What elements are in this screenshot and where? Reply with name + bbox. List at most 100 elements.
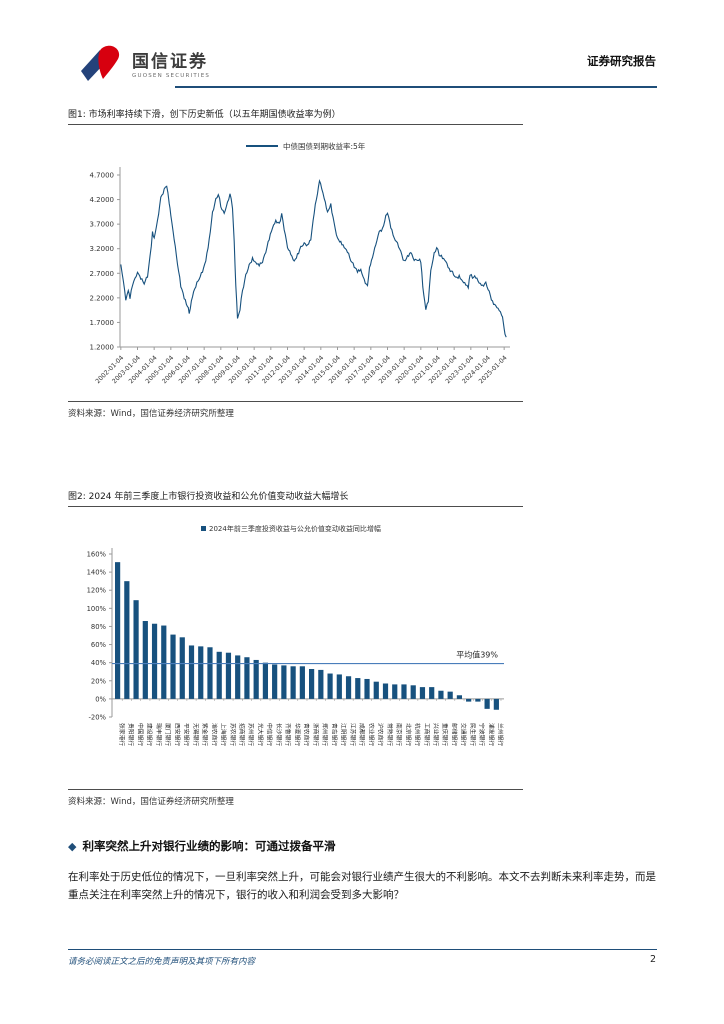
svg-text:张家港行: 张家港行 (118, 723, 126, 746)
average-label: 平均值39% (456, 650, 498, 660)
svg-text:中信银行: 中信银行 (266, 723, 274, 746)
bar (438, 690, 444, 699)
svg-text:杭州银行: 杭州银行 (414, 723, 422, 746)
svg-text:3.2000: 3.2000 (90, 245, 115, 253)
svg-text:3.7000: 3.7000 (90, 221, 115, 229)
bar (355, 678, 361, 699)
footer-disclaimer: 请务必阅读正文之后的免责声明及其项下所有内容 (68, 957, 256, 967)
bar (410, 685, 416, 699)
bar (484, 698, 490, 709)
svg-text:北京银行: 北京银行 (404, 723, 412, 746)
svg-text:渝农商行: 渝农商行 (210, 723, 218, 746)
bar (419, 687, 426, 699)
svg-text:郑州银行: 郑州银行 (321, 723, 329, 746)
svg-text:建设银行: 建设银行 (146, 723, 154, 746)
svg-text:农业银行: 农业银行 (367, 723, 375, 746)
bar (207, 647, 213, 699)
svg-text:80%: 80% (91, 623, 107, 631)
footer-rule (68, 949, 657, 950)
figure1-source: 资料来源：Wind，国信证券经济研究所整理 (68, 401, 523, 419)
bar (401, 684, 407, 699)
svg-text:华夏银行: 华夏银行 (293, 723, 301, 746)
page-number: 2 (649, 954, 656, 965)
svg-text:长沙银行: 长沙银行 (275, 723, 283, 746)
bar (142, 621, 148, 699)
svg-text:西安银行: 西安银行 (173, 723, 181, 746)
bar-chart-bank-income: 2024年前三季度投资收益与公允价值变动收益同比增幅 160% 140% 120% 10… (87, 524, 505, 746)
svg-text:厦门银行: 厦门银行 (164, 723, 172, 746)
bar (290, 666, 296, 699)
bar (170, 634, 176, 699)
svg-text:140%: 140% (87, 569, 107, 577)
series-line (120, 178, 507, 338)
bar (161, 625, 167, 699)
svg-text:浙商银行: 浙商银行 (312, 723, 320, 746)
bar (235, 655, 241, 699)
bar (225, 652, 232, 699)
svg-text:60%: 60% (91, 641, 107, 649)
svg-text:常熟银行: 常熟银行 (386, 723, 394, 746)
bar (133, 600, 139, 699)
bar (272, 664, 278, 699)
svg-text:100%: 100% (87, 605, 107, 613)
legend: 中债国债到期收益率:5年 (246, 141, 366, 151)
svg-text:兰州银行: 兰州银行 (497, 723, 505, 746)
bar (382, 683, 389, 699)
bar (456, 695, 463, 699)
svg-text:中国银行: 中国银行 (136, 723, 144, 746)
svg-text:青岛银行: 青岛银行 (330, 723, 338, 746)
bar (262, 662, 269, 699)
svg-text:青农商行: 青农商行 (303, 723, 311, 746)
figure2-caption: 图2: 2024 年前三季度上市银行投资收益和公允价值变动收益大幅增长 (68, 489, 523, 507)
svg-text:紫金银行: 紫金银行 (201, 723, 209, 746)
svg-text:成都银行: 成都银行 (358, 723, 366, 746)
bar (336, 674, 342, 699)
bar (299, 666, 305, 699)
svg-text:上海银行: 上海银行 (220, 723, 228, 746)
bar (493, 698, 499, 710)
svg-text:民生银行: 民生银行 (469, 723, 477, 746)
svg-text:2024年前三季度投资收益与公允价值变动收益同比增幅: 2024年前三季度投资收益与公允价值变动收益同比增幅 (209, 524, 381, 533)
section-heading-text: 利率突然上升对银行业绩的影响：可通过拨备平滑 (82, 839, 336, 853)
bar (309, 669, 315, 699)
legend: 2024年前三季度投资收益与公允价值变动收益同比增幅 (201, 524, 381, 533)
body-paragraph: 在利率处于历史低位的情况下，一旦利率突然上升，可能会对银行业绩产生很大的不利影响… (68, 871, 656, 902)
bar (281, 665, 287, 699)
bar (429, 687, 435, 699)
bar (188, 645, 195, 699)
bar (364, 678, 370, 699)
svg-text:1.7000: 1.7000 (90, 319, 115, 327)
svg-text:江苏银行: 江苏银行 (349, 723, 357, 746)
bar (244, 657, 250, 699)
bar (124, 581, 130, 699)
company-logo: 国信证券 GUOSEN SECURITIES (78, 44, 210, 88)
svg-text:宁波银行: 宁波银行 (478, 723, 486, 746)
svg-text:平安银行: 平安银行 (183, 723, 191, 746)
svg-text:0%: 0% (95, 695, 106, 703)
bar (151, 623, 158, 699)
svg-text:20%: 20% (91, 677, 107, 685)
svg-text:160%: 160% (87, 551, 107, 559)
bar (373, 681, 379, 699)
svg-text:兴业银行: 兴业银行 (432, 723, 440, 746)
bar (179, 637, 185, 699)
svg-text:邮储银行: 邮储银行 (450, 723, 458, 746)
logo-cn-text: 国信证券 (132, 51, 208, 72)
svg-text:贵阳银行: 贵阳银行 (127, 723, 135, 746)
svg-text:2.2000: 2.2000 (90, 294, 115, 302)
svg-text:无锡银行: 无锡银行 (192, 723, 200, 746)
svg-text:工商银行: 工商银行 (423, 723, 431, 746)
svg-text:中债国债到期收益率:5年: 中债国债到期收益率:5年 (283, 141, 366, 151)
diamond-bullet-icon: ◆ (68, 840, 77, 853)
bar (466, 698, 472, 702)
report-type-label: 证券研究报告 (587, 54, 656, 68)
svg-text:招商银行: 招商银行 (238, 723, 246, 746)
category-labels: 张家港行 贵阳银行 中国银行 建设银行 瑞丰银行 厦门银行 西安银行 平安银行 无锡银行 紫金银行… (118, 723, 505, 746)
svg-text:齐鲁银行: 齐鲁银行 (284, 723, 292, 746)
svg-text:瑞丰银行: 瑞丰银行 (155, 723, 163, 746)
svg-text:浦发银行: 浦发银行 (487, 723, 495, 746)
svg-text:120%: 120% (87, 587, 107, 595)
bar (345, 676, 352, 699)
header-rule (175, 86, 657, 88)
